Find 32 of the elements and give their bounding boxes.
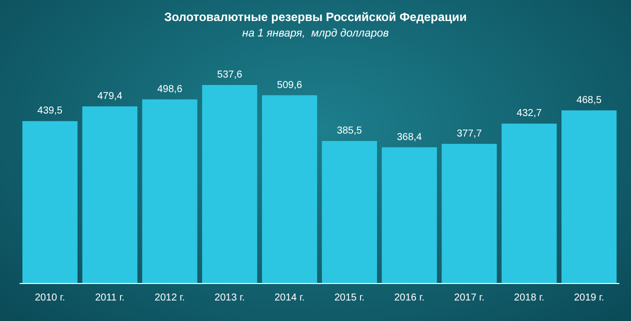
bar <box>22 121 78 283</box>
bar <box>442 144 497 283</box>
data-label: 377,7 <box>456 128 482 140</box>
data-label: 498,6 <box>157 84 183 95</box>
bar <box>202 84 258 283</box>
data-label: 468,5 <box>576 94 602 106</box>
chart-subtitle: на 1 января, млрд долларов <box>242 28 389 40</box>
data-label: 537,6 <box>217 69 243 80</box>
x-tick-label: 2014 г. <box>274 292 305 304</box>
bar <box>142 99 198 283</box>
x-tick-label: 2012 г. <box>154 292 185 304</box>
bar <box>322 141 378 283</box>
data-label: 432,7 <box>516 108 542 120</box>
data-label: 439,5 <box>37 106 63 117</box>
chart-title: Золотовалютные резервы Российской Федерации <box>164 10 467 24</box>
x-tick-label: 2019 г. <box>574 292 604 304</box>
data-label: 385,5 <box>336 126 362 137</box>
data-label: 479,4 <box>97 90 123 102</box>
data-label: 368,4 <box>396 132 422 143</box>
x-tick-label: 2015 г. <box>334 292 365 304</box>
x-tick-label: 2013 г. <box>214 292 245 304</box>
bar <box>262 95 318 283</box>
bar <box>561 110 617 283</box>
x-tick-label: 2016 г. <box>394 292 424 304</box>
bar <box>502 124 557 283</box>
x-tick-label: 2011 г. <box>95 292 125 304</box>
x-tick-label: 2010 г. <box>34 292 66 304</box>
data-label: 509,6 <box>277 80 302 91</box>
x-tick-label: 2017 г. <box>454 292 484 304</box>
bar <box>82 106 138 283</box>
bar <box>382 147 437 283</box>
x-tick-label: 2018 г. <box>514 292 544 304</box>
